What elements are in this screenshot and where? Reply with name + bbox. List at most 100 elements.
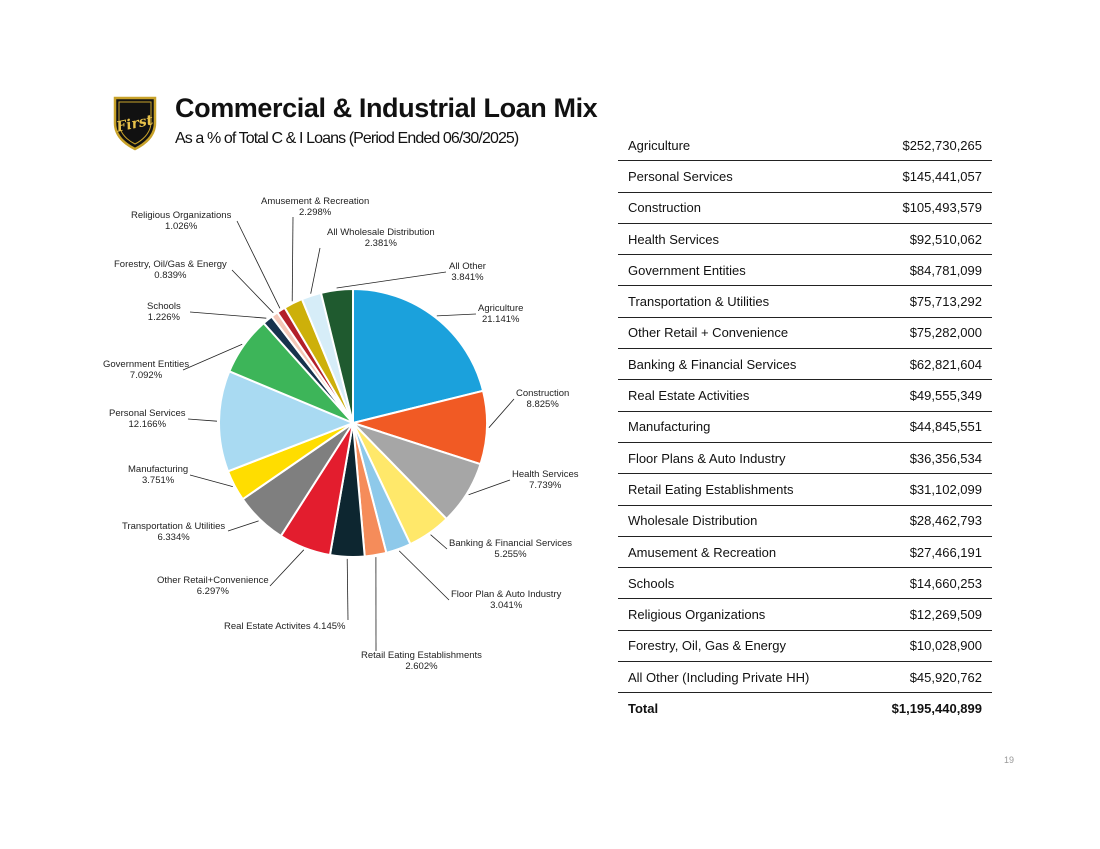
row-category: Transportation & Utilities (618, 285, 860, 318)
row-amount: $75,282,000 (859, 317, 992, 350)
table-row: All Other (Including Private HH) $45,920,… (618, 661, 992, 694)
row-category: Wholesale Distribution (618, 505, 860, 537)
row-amount: $36,356,534 (859, 442, 992, 475)
table-row: Retail Eating Establishments $31,102,099 (618, 473, 992, 506)
leader-line (468, 479, 511, 496)
slice-label-all-other: All Other 3.841% (449, 261, 486, 283)
slice-label-government: Government Entities 7.092% (103, 359, 190, 381)
table-row: Construction $105,493,579 (618, 192, 992, 224)
row-category: Amusement & Recreation (618, 536, 860, 569)
slice-label-manufacturing: Manufacturing 3.751% (128, 464, 189, 486)
row-amount: $49,555,349 (859, 379, 992, 412)
row-amount: $62,821,604 (859, 348, 992, 381)
row-amount: $145,441,057 (859, 160, 992, 193)
row-amount: $27,466,191 (859, 536, 992, 569)
row-category: Retail Eating Establishments (618, 473, 860, 506)
row-amount: $12,269,509 (859, 598, 992, 631)
leader-line (346, 558, 349, 621)
table-row: Wholesale Distribution $28,462,793 (618, 505, 992, 537)
row-amount: $92,510,062 (859, 223, 992, 256)
table-row: Banking & Financial Services $62,821,604 (618, 348, 992, 381)
pie-slice-agriculture (352, 287, 485, 425)
total-label: Total (628, 700, 659, 716)
slice-label-forestry: Forestry, Oil/Gas & Energy 0.839% (114, 259, 227, 281)
row-category: Health Services (618, 223, 860, 256)
leader-line (269, 549, 305, 587)
row-amount: $84,781,099 (859, 254, 992, 287)
row-amount: $75,713,292 (859, 285, 992, 318)
row-category: Forestry, Oil, Gas & Energy (618, 630, 860, 663)
leader-line (436, 313, 477, 317)
company-shield-logo: First (113, 96, 157, 151)
page-subtitle: As a % of Total C & I Loans (Period Ende… (175, 130, 519, 147)
row-category: Manufacturing (618, 411, 860, 443)
row-category: Construction (618, 192, 860, 224)
table-row: Government Entities $84,781,099 (618, 254, 992, 287)
table-row: Amusement & Recreation $27,466,191 (618, 536, 992, 569)
row-category: Schools (618, 567, 860, 600)
table-row: Floor Plans & Auto Industry $36,356,534 (618, 442, 992, 475)
row-category: Banking & Financial Services (618, 348, 860, 381)
table-row: Agriculture $252,730,265 (618, 130, 992, 162)
leader-line (336, 271, 447, 289)
slice-label-floor-plan-auto: Floor Plan & Auto Industry 3.041% (451, 589, 562, 611)
pie-slice-personal-services (218, 370, 356, 473)
loan-amount-table: Agriculture $252,730,265 Personal Services… (618, 130, 992, 724)
table-row: Manufacturing $44,845,551 (618, 411, 992, 443)
table-row: Personal Services $145,441,057 (618, 160, 992, 193)
row-category: All Other (Including Private HH) (618, 661, 860, 694)
slice-label-health-services: Health Services 7.739% (512, 469, 579, 491)
table-row: Real Estate Activities $49,555,349 (618, 379, 992, 412)
slice-label-construction: Construction 8.825% (516, 388, 570, 410)
slice-label-wholesale: All Wholesale Distribution 2.381% (327, 227, 435, 249)
table-total-row: Total $1,195,440,899 (618, 693, 992, 724)
row-amount: $10,028,900 (859, 630, 992, 663)
slice-label-banking-financial: Banking & Financial Services 5.255% (449, 538, 573, 560)
row-category: Real Estate Activities (618, 379, 860, 412)
total-amount: $1,195,440,899 (891, 700, 982, 716)
table-row: Religious Organizations $12,269,509 (618, 598, 992, 631)
leader-line (231, 269, 274, 314)
row-amount: $31,102,099 (859, 473, 992, 506)
row-category: Agriculture (618, 130, 860, 162)
row-category: Personal Services (618, 160, 860, 193)
pie-slice-all-other (319, 287, 354, 424)
row-category: Other Retail + Convenience (618, 317, 860, 350)
slice-label-real-estate: Real Estate Activites 4.145% (224, 621, 346, 632)
slice-label-other-retail: Other Retail+Convenience 6.297% (157, 575, 269, 597)
slice-label-religious: Religious Organizations 1.026% (131, 210, 232, 232)
leader-line (189, 474, 233, 487)
leader-line (227, 520, 259, 532)
loan-mix-pie-chart (182, 216, 515, 652)
row-amount: $44,845,551 (859, 411, 992, 443)
slice-label-amusement: Amusement & Recreation 2.298% (261, 196, 370, 218)
leader-line (430, 534, 448, 550)
leader-line (189, 311, 267, 319)
slice-label-agriculture: Agriculture 21.141% (478, 303, 524, 325)
leader-line (187, 418, 218, 422)
leader-line (310, 247, 321, 294)
row-category: Floor Plans & Auto Industry (618, 442, 860, 475)
slice-label-schools: Schools 1.226% (147, 301, 181, 323)
table-row: Forestry, Oil, Gas & Energy $10,028,900 (618, 630, 992, 663)
logo-text: First (114, 112, 155, 136)
leader-line (236, 220, 281, 309)
row-amount: $45,920,762 (859, 661, 992, 694)
row-category: Government Entities (618, 254, 860, 287)
leader-line (488, 398, 515, 428)
table-row: Transportation & Utilities $75,713,292 (618, 285, 992, 318)
leader-line (291, 216, 294, 302)
slice-label-personal-services: Personal Services 12.166% (109, 408, 186, 430)
table-row: Other Retail + Convenience $75,282,000 (618, 317, 992, 350)
row-amount: $105,493,579 (859, 192, 992, 224)
leader-line (398, 550, 450, 601)
row-category: Religious Organizations (618, 598, 860, 631)
page-number: 19 (1004, 755, 1015, 765)
slice-label-transportation: Transportation & Utilities 6.334% (122, 521, 226, 543)
row-amount: $14,660,253 (859, 567, 992, 600)
row-amount: $28,462,793 (859, 505, 992, 537)
table-row: Schools $14,660,253 (618, 567, 992, 600)
slice-label-retail-eating: Retail Eating Establishments 2.602% (361, 650, 482, 672)
page-title: Commercial & Industrial Loan Mix (175, 93, 598, 123)
leader-line (182, 343, 243, 371)
